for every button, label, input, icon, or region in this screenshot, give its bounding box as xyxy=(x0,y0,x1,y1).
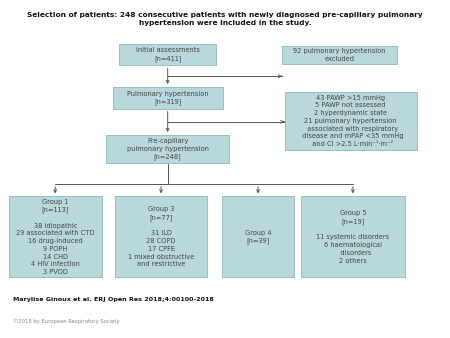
FancyBboxPatch shape xyxy=(119,44,216,66)
FancyBboxPatch shape xyxy=(282,46,397,64)
Text: Pulmonary hypertension
[n=319]: Pulmonary hypertension [n=319] xyxy=(127,91,208,105)
FancyBboxPatch shape xyxy=(115,196,207,277)
Text: 43 PAWP >15 mmHg
5 PAWP not assessed
2 hyperdynamic state
21 pulmonary hypertens: 43 PAWP >15 mmHg 5 PAWP not assessed 2 h… xyxy=(298,95,404,147)
FancyBboxPatch shape xyxy=(106,135,230,163)
FancyBboxPatch shape xyxy=(9,196,102,277)
FancyBboxPatch shape xyxy=(112,87,223,108)
Text: Group 3
[n=77]

31 ILD
28 COPD
17 CPFE
1 mixed obstructive
and restrictive: Group 3 [n=77] 31 ILD 28 COPD 17 CPFE 1 … xyxy=(128,207,194,267)
Text: Group 4
[n=39]: Group 4 [n=39] xyxy=(245,230,271,244)
Text: Group 5
[n=19]

11 systemic disorders
6 haematological
   disorders
2 others: Group 5 [n=19] 11 systemic disorders 6 h… xyxy=(316,210,389,264)
FancyBboxPatch shape xyxy=(301,196,405,277)
Text: 92 pulmonary hypertension
excluded: 92 pulmonary hypertension excluded xyxy=(293,48,386,62)
Text: Selection of patients: 248 consecutive patients with newly diagnosed pre-capilla: Selection of patients: 248 consecutive p… xyxy=(27,11,423,26)
Text: Group 1
[n=113]

38 idiopathic
29 associated with CTD
16 drug-induced
9 POPH
14 : Group 1 [n=113] 38 idiopathic 29 associa… xyxy=(16,199,94,275)
Text: Marylise Ginoux et al. ERJ Open Res 2018;4:00100-2018: Marylise Ginoux et al. ERJ Open Res 2018… xyxy=(14,296,214,301)
Text: Pre-capillary
pulmonary hypertension
[n=248]: Pre-capillary pulmonary hypertension [n=… xyxy=(126,138,209,160)
FancyBboxPatch shape xyxy=(222,196,294,277)
FancyBboxPatch shape xyxy=(284,92,417,150)
Text: Initial assessments
[n=411]: Initial assessments [n=411] xyxy=(136,47,200,62)
Text: ©2018 by European Respiratory Society: ©2018 by European Respiratory Society xyxy=(14,319,120,324)
